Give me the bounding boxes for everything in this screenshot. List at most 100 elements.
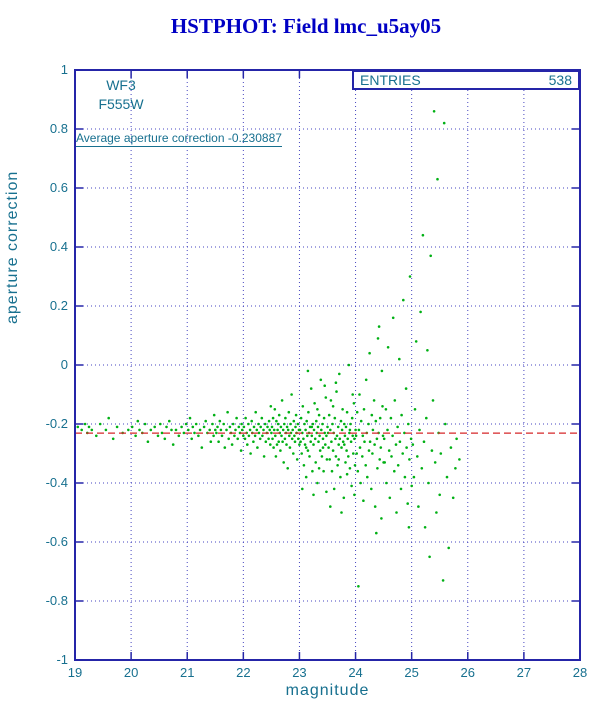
data-point (324, 443, 327, 446)
data-point (316, 425, 320, 429)
data-point (348, 467, 352, 470)
data-point (355, 410, 359, 414)
data-point (234, 428, 237, 432)
data-point (410, 484, 414, 488)
data-points (76, 110, 461, 588)
data-point (319, 378, 323, 382)
data-point (267, 437, 270, 441)
data-point (339, 475, 342, 479)
data-point (146, 440, 150, 444)
data-point (394, 443, 398, 446)
data-point (214, 428, 217, 432)
data-point (285, 443, 288, 446)
data-point (359, 419, 363, 423)
data-point (391, 316, 395, 320)
data-point (325, 490, 328, 494)
data-point (364, 464, 368, 467)
data-point (390, 455, 393, 458)
data-point (357, 428, 361, 432)
data-point (305, 419, 309, 423)
data-point (381, 434, 385, 438)
data-point (438, 493, 442, 497)
data-point (307, 410, 310, 414)
grid-lines (75, 70, 580, 660)
data-point (239, 449, 243, 452)
data-point (335, 390, 338, 393)
data-point (180, 425, 183, 429)
data-point (347, 455, 350, 458)
data-point (246, 443, 249, 446)
data-point (168, 419, 171, 423)
data-point (275, 419, 278, 423)
data-point (153, 425, 156, 429)
data-point (445, 475, 449, 479)
data-point (268, 428, 272, 432)
data-point (255, 428, 259, 432)
data-point (398, 357, 401, 361)
data-point (80, 428, 83, 432)
data-point (289, 422, 292, 426)
data-point (313, 437, 317, 441)
data-point (393, 399, 397, 402)
data-point (294, 413, 298, 417)
data-point (350, 484, 353, 488)
data-point (408, 275, 412, 278)
data-point (409, 437, 413, 441)
data-point (371, 428, 375, 432)
data-point (436, 177, 439, 181)
data-point (276, 422, 280, 426)
data-point (216, 425, 219, 429)
data-point (388, 496, 392, 500)
data-point (325, 458, 329, 461)
data-point (271, 416, 275, 420)
data-point (324, 396, 328, 399)
data-point (279, 425, 283, 429)
data-point (341, 408, 344, 411)
data-point (136, 419, 140, 423)
data-point (402, 298, 405, 302)
data-point (361, 434, 365, 438)
data-point (272, 446, 275, 449)
data-point (297, 437, 300, 441)
data-point (149, 428, 153, 432)
data-point (346, 437, 350, 441)
data-point (332, 487, 336, 491)
data-point (204, 419, 207, 423)
filter-label: F555W (98, 96, 144, 112)
data-point (376, 467, 379, 470)
data-point (187, 428, 190, 432)
data-point (347, 363, 351, 367)
data-point (218, 419, 222, 423)
data-point (345, 449, 348, 452)
data-point (202, 425, 206, 429)
data-point (237, 425, 241, 429)
data-point (350, 416, 354, 420)
x-tick-label: 28 (573, 665, 587, 680)
data-point (277, 440, 281, 444)
data-point (349, 440, 353, 444)
data-point (212, 413, 216, 417)
data-point (262, 428, 265, 432)
data-point (115, 425, 119, 429)
data-point (331, 422, 334, 426)
data-point (236, 437, 239, 441)
data-point (160, 431, 164, 435)
data-point (326, 425, 329, 429)
data-point (451, 496, 455, 500)
data-point (284, 416, 287, 420)
data-point (242, 425, 246, 429)
data-point (298, 428, 302, 432)
data-point (444, 422, 447, 426)
data-point (337, 443, 341, 446)
data-point (225, 428, 228, 432)
data-point (290, 437, 294, 441)
y-tick-label: -0.6 (46, 534, 68, 549)
data-point (300, 452, 304, 455)
data-point (380, 369, 384, 373)
data-point (396, 464, 400, 467)
data-point (274, 434, 277, 438)
data-point (134, 434, 137, 438)
data-point (374, 419, 378, 423)
data-point (379, 446, 383, 449)
